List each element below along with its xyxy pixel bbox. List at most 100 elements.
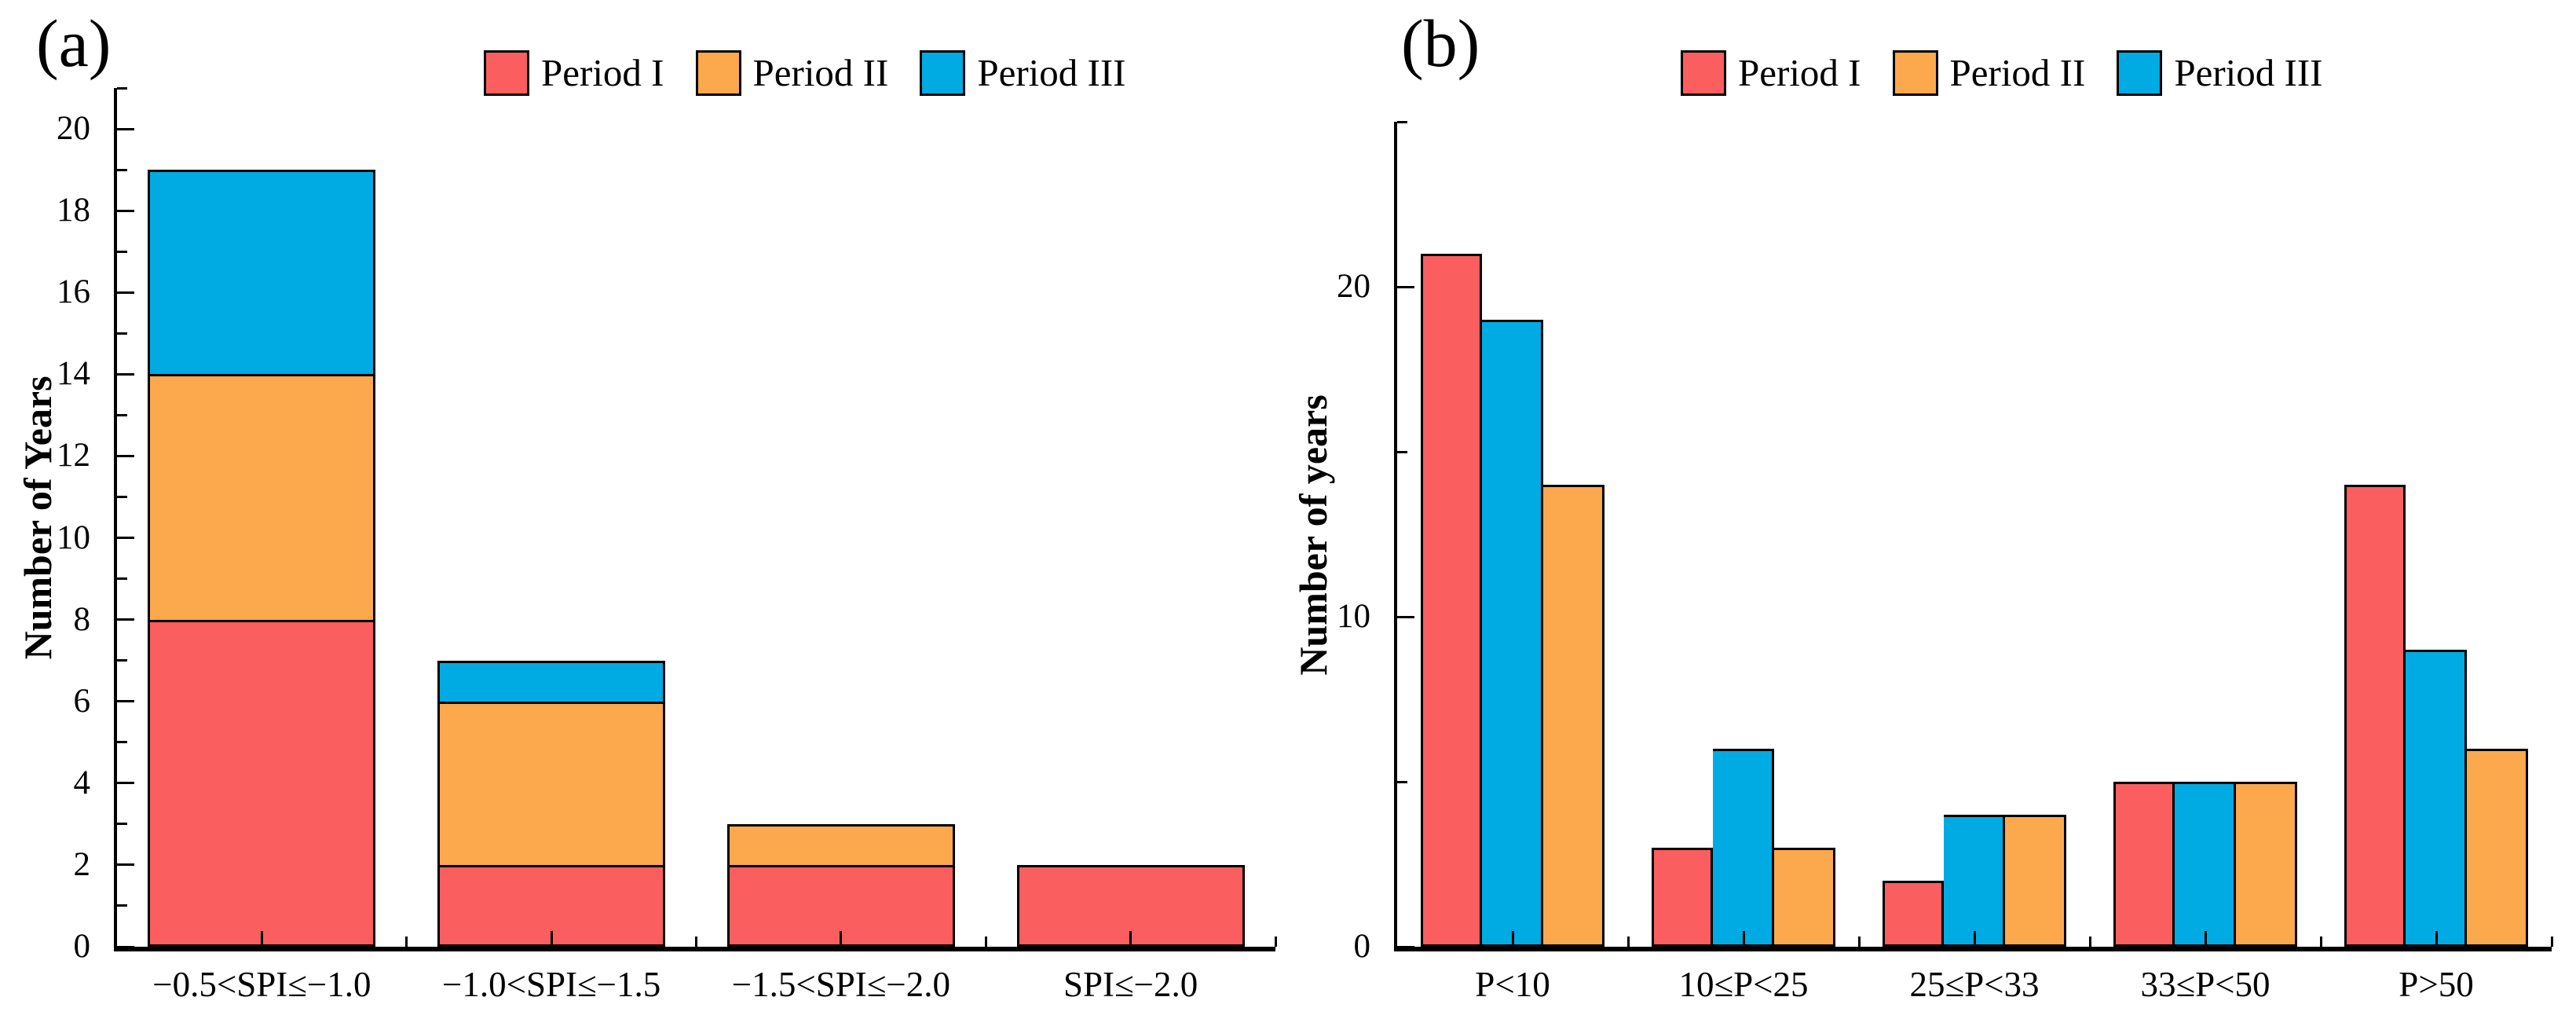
x-minor-tick	[1274, 937, 1277, 947]
bar-period-i	[1421, 254, 1482, 947]
y-major-tick	[117, 291, 134, 294]
bar-period-ii	[1774, 848, 1835, 947]
x-category-label: 10≤P<25	[1678, 965, 1809, 1004]
legend-swatch-period-i	[484, 50, 529, 96]
y-minor-tick	[117, 659, 127, 662]
bar-period-i	[2113, 782, 2175, 947]
bar-period-i	[1652, 848, 1713, 947]
y-major-tick	[117, 372, 134, 376]
x-major-tick	[1973, 931, 1976, 947]
legend-label-period-i: Period I	[541, 51, 664, 94]
legend-swatch-period-ii	[695, 50, 741, 96]
y-minor-tick	[117, 495, 127, 498]
y-minor-tick	[117, 86, 127, 90]
x-category-label: 25≤P<33	[1909, 965, 2040, 1004]
bar-period-ii	[1543, 485, 1605, 947]
bar-segment-period-iii	[437, 660, 666, 702]
chart-b-plot-area: 0 10 20 P<10 10≤P<25 25≤P<33 33≤P<50 P>50	[1337, 120, 2553, 1004]
x-major-tick	[2204, 931, 2207, 947]
y-major-tick	[117, 700, 134, 703]
legend-label-period-i: Period I	[1738, 51, 1861, 94]
x-minor-tick	[984, 937, 987, 947]
y-minor-tick	[117, 577, 127, 581]
y-major-tick	[117, 209, 134, 212]
y-major-tick	[117, 945, 134, 948]
legend-item-period-i: Period I	[484, 50, 664, 96]
x-major-tick	[1511, 931, 1514, 947]
y-minor-tick	[117, 250, 127, 253]
y-major-tick	[117, 863, 134, 867]
y-major-tick	[117, 127, 134, 130]
legend-swatch-period-iii	[2117, 50, 2163, 96]
legend-item-period-i: Period I	[1681, 50, 1861, 96]
y-minor-tick	[1397, 780, 1407, 783]
y-axis-title-b: Number of years	[1291, 394, 1335, 676]
bar-period-i	[2344, 485, 2406, 947]
x-category-label: −1.0<SPI≤−1.5	[441, 965, 661, 1004]
x-category-label: 33≤P<50	[2140, 965, 2270, 1004]
y-tick-label: 10	[57, 519, 90, 556]
y-minor-tick	[1397, 120, 1407, 123]
y-tick-label: 0	[73, 928, 91, 965]
x-major-tick	[2435, 931, 2438, 947]
legend-label-period-ii: Period II	[1949, 51, 2086, 94]
x-major-tick	[550, 931, 553, 947]
y-minor-tick	[117, 413, 127, 416]
x-minor-tick	[2319, 937, 2322, 947]
y-tick-label: 14	[57, 355, 90, 393]
x-category-label: SPI≤−2.0	[1063, 965, 1198, 1004]
y-minor-tick	[1397, 450, 1407, 453]
legend-label-period-ii: Period II	[752, 51, 889, 94]
y-tick-label: 6	[73, 682, 91, 720]
x-category-label: P>50	[2399, 965, 2474, 1004]
bar-segment-period-i	[148, 619, 376, 947]
y-tick-label: 4	[73, 764, 91, 801]
y-tick-label: 2	[73, 845, 91, 883]
x-category-label: −0.5<SPI≤−1.0	[152, 965, 371, 1004]
x-minor-tick	[695, 937, 697, 947]
y-tick-label: 16	[57, 273, 90, 311]
y-major-tick	[117, 537, 134, 540]
bar-segment-period-iii	[148, 170, 376, 375]
legend-panel-a: Period I Period II Period III	[484, 50, 1157, 96]
y-tick-label: 10	[1337, 598, 1370, 635]
x-major-tick	[260, 931, 263, 947]
legend-swatch-period-iii	[920, 50, 966, 96]
y-tick-label: 20	[1337, 268, 1370, 305]
bar-period-iii	[1482, 320, 1543, 947]
x-minor-tick	[1626, 937, 1630, 947]
y-tick-label: 18	[57, 192, 90, 229]
x-minor-tick	[2088, 937, 2091, 947]
legend-swatch-period-i	[1681, 50, 1726, 96]
y-minor-tick	[117, 904, 127, 907]
bar-period-ii	[2236, 782, 2297, 947]
legend-item-period-ii: Period II	[1892, 50, 2086, 96]
x-major-tick	[1742, 931, 1745, 947]
y-major-tick	[117, 454, 134, 457]
bar-period-ii	[2467, 749, 2528, 947]
legend-label-period-iii: Period III	[977, 51, 1126, 94]
legend-item-period-iii: Period III	[920, 50, 1125, 96]
y-minor-tick	[117, 168, 127, 171]
y-major-tick	[1397, 615, 1414, 618]
y-major-tick	[1397, 945, 1414, 948]
legend-panel-b: Period I Period II Period III	[1681, 50, 2354, 96]
bar-period-iii	[2406, 650, 2467, 947]
chart-a-plot-area: 0 2 4 6 8 10 12 14 16 18 20 −0.5<SPI≤−1.0 −1.0<SPI≤−…	[57, 86, 1277, 1004]
x-category-label: −1.5<SPI≤−2.0	[731, 965, 951, 1004]
bar-period-i	[1883, 881, 1944, 947]
y-major-tick	[117, 782, 134, 785]
x-major-tick	[840, 931, 843, 947]
y-tick-label: 8	[73, 600, 91, 638]
panel-a-label: (a)	[36, 5, 112, 81]
y-minor-tick	[117, 741, 127, 744]
y-tick-label: 20	[57, 110, 90, 148]
y-major-tick	[117, 618, 134, 621]
panel-b-label: (b)	[1401, 5, 1480, 81]
x-major-tick	[1129, 931, 1132, 947]
legend-swatch-period-ii	[1892, 50, 1938, 96]
y-tick-label: 12	[57, 437, 90, 475]
bar-segment-period-ii	[148, 374, 376, 620]
bar-period-iii	[1944, 815, 2005, 947]
